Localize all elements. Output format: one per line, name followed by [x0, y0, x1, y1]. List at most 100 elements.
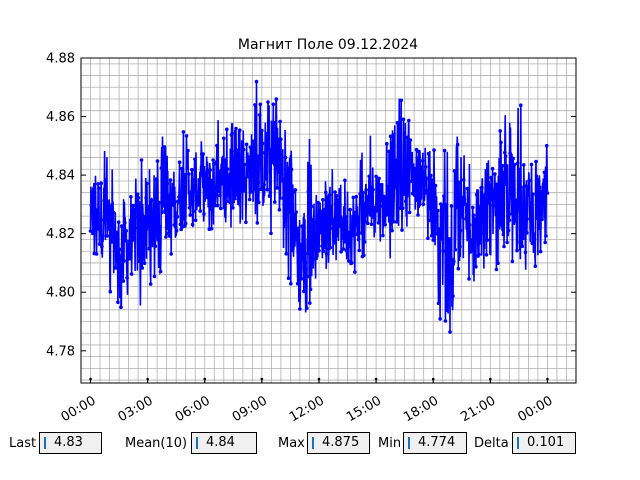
data-point: [193, 157, 197, 162]
data-point: [423, 165, 428, 169]
max-label: Max: [278, 436, 305, 451]
data-point: [470, 247, 474, 251]
data-point: [150, 209, 154, 214]
data-point: [298, 242, 303, 247]
data-point: [401, 117, 406, 122]
data-point: [534, 159, 538, 164]
data-point: [174, 228, 179, 233]
data-point: [198, 209, 202, 213]
data-point: [237, 191, 241, 196]
data-point: [517, 168, 522, 173]
data-point: [129, 195, 133, 199]
data-point: [445, 249, 450, 253]
data-point: [162, 145, 167, 149]
data-point: [293, 188, 298, 192]
data-point: [513, 219, 518, 223]
data-point: [221, 162, 225, 167]
x-tick-label: 15:00: [344, 393, 384, 425]
data-point: [262, 182, 266, 187]
data-point: [314, 240, 319, 244]
data-point: [88, 229, 93, 233]
data-point: [214, 160, 218, 164]
data-point: [247, 155, 251, 159]
min-value-field[interactable]: 4.774: [403, 432, 467, 454]
data-point: [413, 167, 417, 171]
delta-value-field[interactable]: 0.101: [512, 432, 576, 454]
data-point: [503, 150, 507, 155]
data-point: [269, 231, 273, 236]
y-tick-label: 4.78: [46, 344, 75, 359]
last-value-field[interactable]: 4.83: [39, 432, 102, 454]
data-point: [192, 178, 196, 182]
data-point: [525, 231, 529, 235]
x-tick-marker: [546, 377, 549, 381]
data-point: [515, 161, 520, 165]
data-point: [509, 212, 514, 216]
data-point: [131, 203, 135, 208]
data-point: [121, 279, 126, 283]
data-point: [458, 228, 463, 233]
data-point: [531, 192, 535, 197]
data-point: [236, 197, 241, 201]
data-point: [312, 248, 317, 252]
data-point: [339, 249, 343, 254]
x-tick-marker: [374, 377, 378, 381]
data-point: [499, 140, 503, 145]
data-point: [327, 193, 332, 197]
data-point: [209, 226, 214, 231]
data-point: [184, 134, 189, 138]
data-point: [108, 289, 113, 294]
data-point: [187, 172, 191, 176]
data-point: [289, 167, 294, 172]
data-point: [317, 217, 322, 222]
data-point: [350, 233, 355, 238]
data-point: [276, 158, 280, 163]
data-point: [249, 190, 253, 194]
data-point: [174, 225, 178, 229]
data-point: [485, 238, 490, 242]
data-point: [224, 200, 228, 204]
max-value-field[interactable]: 4.875: [307, 432, 370, 454]
data-point: [180, 166, 184, 171]
data-point: [341, 247, 346, 251]
data-point: [305, 306, 309, 310]
y-tick-label: 4.82: [46, 227, 75, 242]
data-point: [169, 252, 173, 256]
x-tick-marker: [317, 377, 321, 381]
plot-frame: [80, 57, 577, 384]
data-point: [466, 204, 471, 209]
data-point: [105, 234, 110, 238]
data-point: [94, 252, 99, 256]
data-point: [545, 191, 550, 195]
data-point: [365, 221, 370, 226]
data-point: [127, 256, 132, 261]
data-point: [390, 228, 394, 233]
data-point: [356, 237, 361, 242]
data-point: [330, 226, 335, 231]
y-tick-label: 4.84: [46, 169, 75, 184]
data-point: [480, 185, 484, 190]
data-point: [397, 156, 402, 161]
mean-value-field[interactable]: 4.84: [191, 432, 257, 454]
data-point: [171, 196, 176, 200]
data-point: [291, 190, 295, 194]
x-tick-marker: [431, 377, 435, 381]
data-point: [274, 97, 279, 101]
data-point: [415, 156, 420, 160]
data-point: [507, 218, 512, 223]
data-point: [186, 148, 190, 153]
data-point: [462, 197, 467, 202]
data-point: [277, 208, 282, 212]
data-point: [288, 210, 292, 214]
data-point: [334, 193, 339, 198]
data-point: [113, 239, 117, 244]
data-point: [308, 287, 313, 292]
data-point: [381, 233, 385, 238]
data-point: [409, 162, 413, 167]
data-point: [270, 160, 275, 165]
data-point: [279, 137, 283, 141]
data-point: [328, 245, 333, 250]
data-point: [544, 143, 549, 148]
data-point: [258, 102, 263, 107]
data-point: [318, 230, 323, 235]
